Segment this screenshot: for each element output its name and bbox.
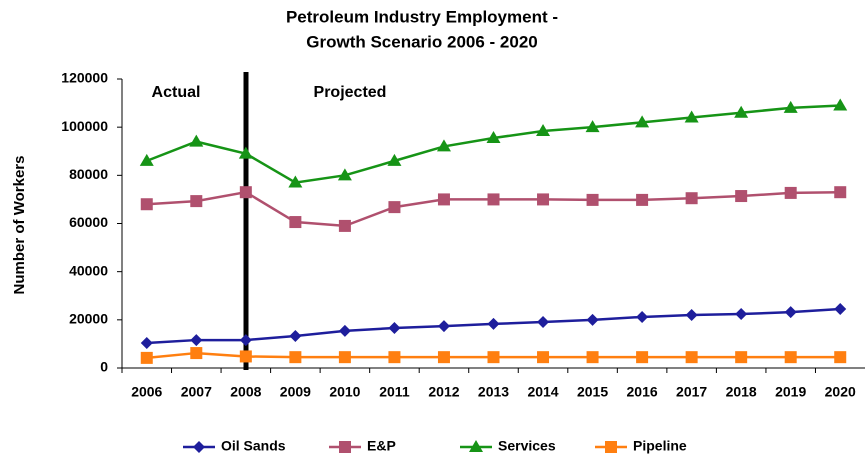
y-tick-label: 120000 (61, 70, 108, 86)
marker (537, 193, 550, 206)
x-tick-label: 2019 (775, 384, 806, 400)
y-tick-label: 100000 (61, 118, 108, 134)
marker (636, 351, 649, 364)
marker (140, 351, 153, 364)
marker (537, 316, 550, 329)
y-axis-label: Number of Workers (11, 156, 28, 295)
legend-label: E&P (367, 438, 396, 454)
marker (338, 324, 351, 337)
marker (387, 153, 402, 166)
marker (735, 190, 748, 203)
y-tick-label: 0 (100, 359, 108, 375)
marker (734, 105, 749, 118)
marker (636, 310, 649, 323)
marker (783, 100, 798, 113)
x-tick-label: 2018 (726, 384, 757, 400)
x-tick-label: 2017 (676, 384, 707, 400)
marker (586, 313, 599, 326)
marker (486, 131, 501, 144)
marker (239, 350, 252, 363)
marker (636, 193, 649, 206)
x-tick-label: 2016 (627, 384, 658, 400)
marker (784, 186, 797, 199)
marker (784, 306, 797, 319)
x-tick-label: 2008 (230, 384, 261, 400)
marker (337, 168, 352, 181)
marker (338, 351, 351, 364)
marker (685, 309, 698, 322)
legend-label: Oil Sands (221, 438, 286, 454)
marker (239, 186, 252, 199)
marker (834, 351, 847, 364)
marker (190, 195, 203, 208)
marker (289, 329, 302, 342)
marker (537, 351, 550, 364)
chart-title: Growth Scenario 2006 - 2020 (306, 32, 538, 51)
marker (288, 175, 303, 188)
marker (437, 351, 450, 364)
marker (388, 351, 401, 364)
annotation: Projected (314, 84, 387, 101)
marker (238, 146, 253, 159)
marker (834, 302, 847, 315)
marker (536, 124, 551, 137)
marker (140, 198, 153, 211)
marker (834, 186, 847, 199)
marker (586, 193, 599, 206)
y-tick-label: 40000 (69, 262, 108, 278)
marker (190, 347, 203, 360)
x-tick-label: 2013 (478, 384, 509, 400)
marker (339, 441, 351, 453)
marker (436, 139, 451, 152)
marker (605, 441, 617, 453)
legend-label: Services (498, 438, 556, 454)
marker (189, 134, 204, 147)
marker (487, 317, 500, 330)
marker (388, 322, 401, 335)
x-tick-label: 2012 (428, 384, 459, 400)
marker (193, 441, 205, 453)
marker (289, 351, 302, 364)
marker (685, 192, 698, 205)
legend-label: Pipeline (633, 438, 687, 454)
marker (437, 193, 450, 206)
chart-title: Petroleum Industry Employment - (286, 7, 558, 26)
marker (437, 320, 450, 333)
marker (469, 440, 483, 452)
y-tick-label: 20000 (69, 311, 108, 327)
marker (735, 308, 748, 321)
x-tick-label: 2009 (280, 384, 311, 400)
y-tick-label: 80000 (69, 166, 108, 182)
marker (338, 219, 351, 232)
marker (684, 110, 699, 123)
marker (388, 201, 401, 214)
marker (635, 115, 650, 128)
x-tick-label: 2010 (329, 384, 360, 400)
x-tick-label: 2011 (379, 384, 410, 400)
marker (833, 98, 848, 111)
marker (139, 153, 154, 166)
marker (585, 120, 600, 133)
x-tick-label: 2006 (131, 384, 162, 400)
y-tick-label: 60000 (69, 214, 108, 230)
marker (685, 351, 698, 364)
x-tick-label: 2015 (577, 384, 608, 400)
marker (586, 351, 599, 364)
marker (735, 351, 748, 364)
marker (239, 334, 252, 347)
annotation: Actual (152, 84, 201, 101)
marker (487, 351, 500, 364)
x-tick-label: 2014 (527, 384, 558, 400)
x-tick-label: 2007 (181, 384, 212, 400)
marker (784, 351, 797, 364)
marker (487, 193, 500, 206)
marker (190, 334, 203, 347)
marker (140, 336, 153, 349)
marker (289, 216, 302, 229)
x-tick-label: 2020 (825, 384, 856, 400)
